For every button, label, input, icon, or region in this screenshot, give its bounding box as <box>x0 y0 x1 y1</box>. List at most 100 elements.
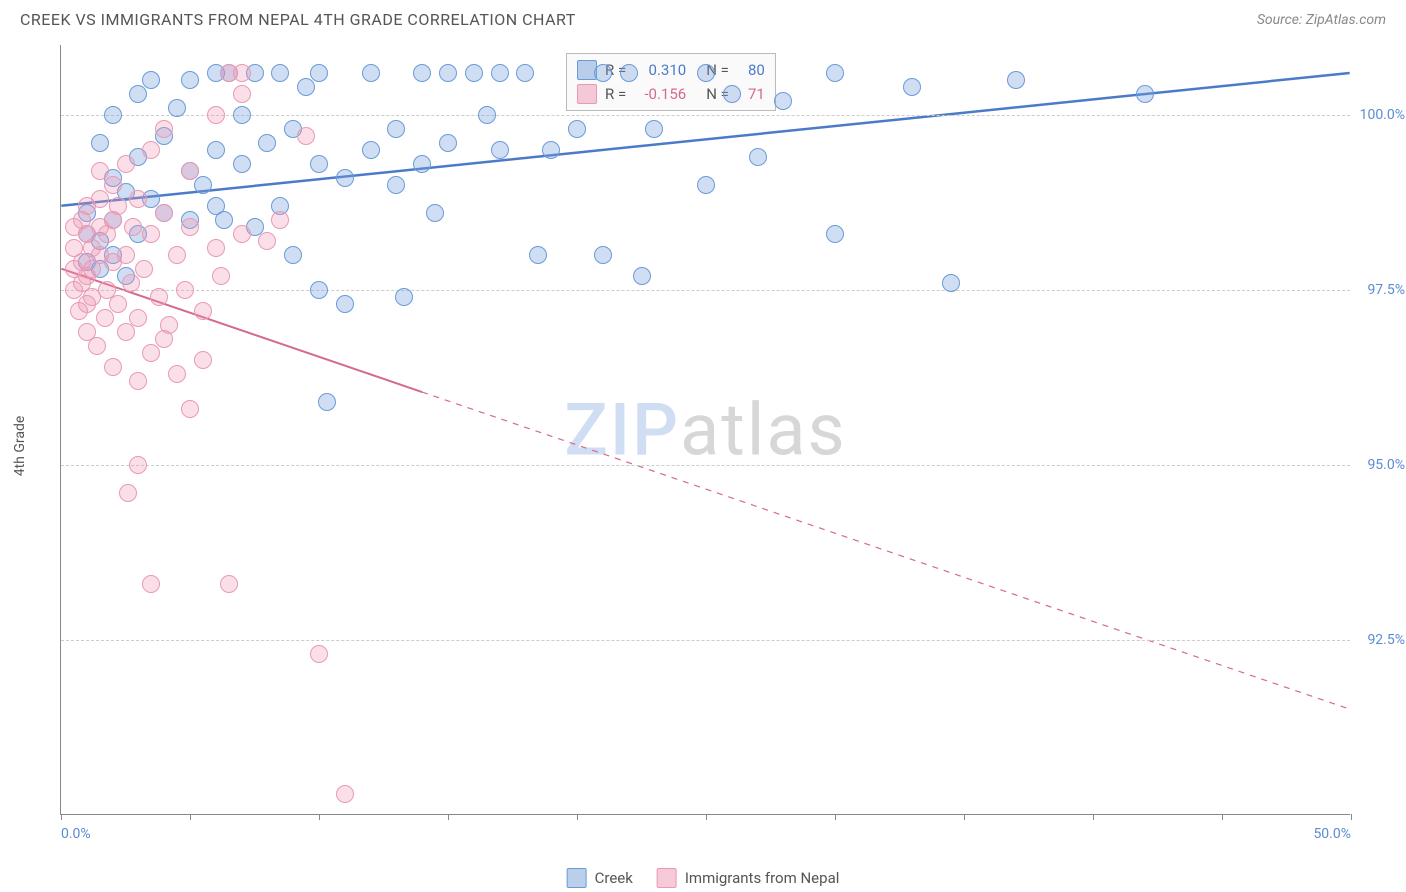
data-point <box>233 155 251 173</box>
data-point <box>310 155 328 173</box>
data-point <box>124 218 142 236</box>
data-point <box>207 141 225 159</box>
data-point <box>336 169 354 187</box>
data-point <box>362 64 380 82</box>
series-legend: Creek Immigrants from Nepal <box>567 868 840 888</box>
data-point <box>233 64 251 82</box>
data-point <box>150 288 168 306</box>
data-point <box>542 141 560 159</box>
data-point <box>491 141 509 159</box>
chart-source: Source: ZipAtlas.com <box>1257 12 1386 28</box>
data-point <box>212 267 230 285</box>
data-point <box>749 148 767 166</box>
x-tick <box>319 814 320 820</box>
data-point <box>129 190 147 208</box>
data-point <box>310 64 328 82</box>
x-tick <box>1222 814 1223 820</box>
data-point <box>129 372 147 390</box>
data-point <box>129 309 147 327</box>
data-point <box>117 155 135 173</box>
plot-area: ZIPatlas R = 0.310 N = 80 R = -0.156 N =… <box>60 45 1350 815</box>
y-tick-label: 92.5% <box>1367 632 1405 648</box>
data-point <box>194 302 212 320</box>
data-point <box>645 120 663 138</box>
y-tick-label: 95.0% <box>1367 457 1405 473</box>
data-point <box>439 64 457 82</box>
data-point <box>142 71 160 89</box>
data-point <box>155 204 173 222</box>
data-point <box>594 246 612 264</box>
data-point <box>310 645 328 663</box>
data-point <box>465 64 483 82</box>
data-point <box>529 246 547 264</box>
data-point <box>258 134 276 152</box>
gridline-h <box>61 640 1350 641</box>
data-point <box>194 176 212 194</box>
data-point <box>91 134 109 152</box>
data-point <box>284 246 302 264</box>
data-point <box>413 64 431 82</box>
data-point <box>142 575 160 593</box>
data-point <box>233 225 251 243</box>
data-point <box>426 204 444 222</box>
data-point <box>516 64 534 82</box>
data-point <box>478 106 496 124</box>
data-point <box>160 316 178 334</box>
data-point <box>109 197 127 215</box>
gridline-h <box>61 465 1350 466</box>
data-point <box>362 141 380 159</box>
data-point <box>258 232 276 250</box>
data-point <box>310 281 328 299</box>
data-point <box>1136 85 1154 103</box>
data-point <box>297 127 315 145</box>
data-point <box>387 120 405 138</box>
data-point <box>168 365 186 383</box>
gridline-h <box>61 115 1350 116</box>
data-point <box>117 246 135 264</box>
x-tick-label: 0.0% <box>61 826 91 842</box>
data-point <box>215 211 233 229</box>
data-point <box>109 295 127 313</box>
data-point <box>96 309 114 327</box>
data-point <box>395 288 413 306</box>
data-point <box>723 85 741 103</box>
data-point <box>491 64 509 82</box>
data-point <box>142 225 160 243</box>
data-point <box>168 246 186 264</box>
swatch-blue <box>567 868 587 888</box>
swatch-pink <box>577 84 597 104</box>
x-tick <box>706 814 707 820</box>
data-point <box>104 358 122 376</box>
y-tick-label: 97.5% <box>1367 282 1405 298</box>
data-point <box>142 141 160 159</box>
data-point <box>104 176 122 194</box>
chart-header: CREEK VS IMMIGRANTS FROM NEPAL 4TH GRADE… <box>0 0 1406 37</box>
data-point <box>207 106 225 124</box>
data-point <box>620 64 638 82</box>
y-tick-label: 100.0% <box>1360 107 1405 123</box>
data-point <box>697 64 715 82</box>
data-point <box>142 344 160 362</box>
data-point <box>439 134 457 152</box>
data-point <box>413 155 431 173</box>
chart-title: CREEK VS IMMIGRANTS FROM NEPAL 4TH GRADE… <box>20 10 576 29</box>
gridline-h <box>61 290 1350 291</box>
data-point <box>826 64 844 82</box>
data-point <box>568 120 586 138</box>
data-point <box>129 456 147 474</box>
x-tick <box>835 814 836 820</box>
trend-lines <box>61 45 1350 814</box>
data-point <box>220 575 238 593</box>
data-point <box>233 85 251 103</box>
data-point <box>122 274 140 292</box>
legend-item-nepal: Immigrants from Nepal <box>657 868 840 888</box>
x-tick <box>190 814 191 820</box>
data-point <box>135 260 153 278</box>
data-point <box>233 106 251 124</box>
data-point <box>117 323 135 341</box>
data-point <box>181 162 199 180</box>
x-tick <box>577 814 578 820</box>
x-tick <box>1351 814 1352 820</box>
data-point <box>129 85 147 103</box>
data-point <box>104 106 122 124</box>
